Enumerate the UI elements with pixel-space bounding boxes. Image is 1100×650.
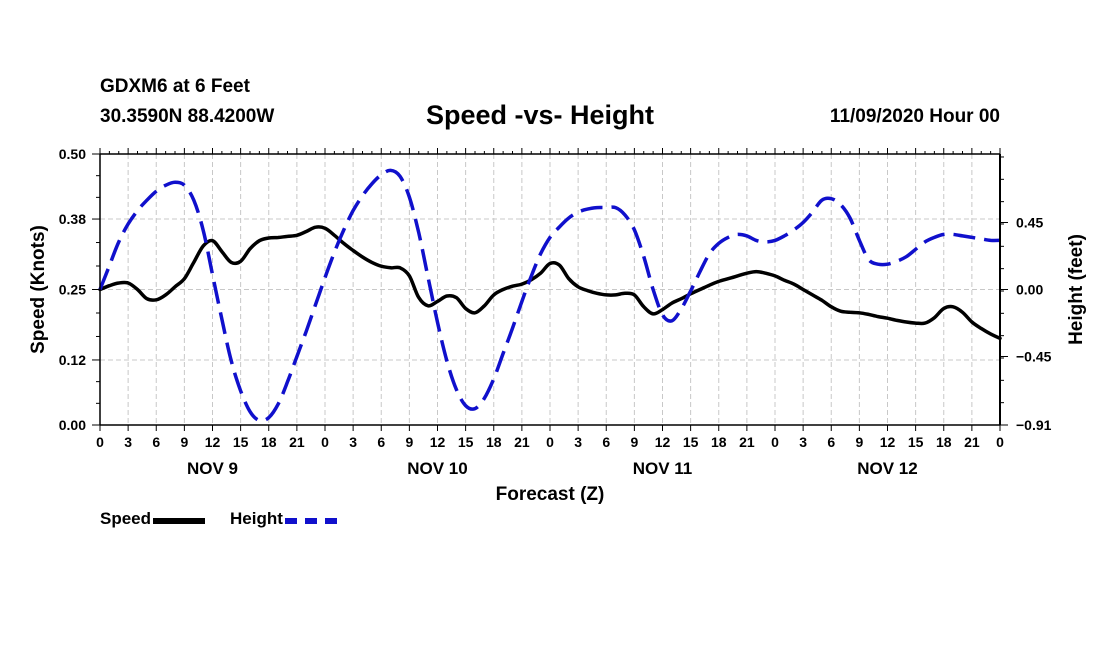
hour-tick-label: 12 (655, 434, 671, 450)
legend-speed-swatch (153, 517, 206, 524)
legend-speed-label: Speed (100, 509, 152, 528)
hour-tick-label: 9 (855, 434, 863, 450)
hour-tick-label: 9 (405, 434, 413, 450)
hour-tick-label: 0 (771, 434, 779, 450)
left-axis-tick-label: 0.12 (59, 352, 86, 368)
left-axis-tick-label: 0.50 (59, 146, 86, 162)
height-series-line (98, 168, 1001, 423)
hour-tick-label: 0 (546, 434, 554, 450)
y-axis-left-title: Speed (Knots) (28, 225, 49, 354)
coordinates-label: 30.3590N 88.4200W (100, 106, 275, 127)
hour-tick-label: 3 (124, 434, 132, 450)
day-label: NOV 12 (857, 459, 917, 478)
hour-tick-label: 21 (514, 434, 530, 450)
legend-height: Height (230, 509, 337, 529)
left-axis-tick-label: 0.25 (59, 282, 86, 298)
hour-tick-label: 0 (321, 434, 329, 450)
right-axis-tick-label: −0.45 (1016, 349, 1052, 365)
hour-tick-label: 0 (996, 434, 1004, 450)
hour-tick-label: 6 (602, 434, 610, 450)
hour-tick-label: 18 (486, 434, 502, 450)
hour-tick-label: 0 (96, 434, 104, 450)
hour-tick-label: 18 (936, 434, 952, 450)
hour-tick-label: 18 (261, 434, 277, 450)
hour-tick-label: 3 (574, 434, 582, 450)
hour-tick-label: 3 (349, 434, 357, 450)
legend-speed: Speed (100, 509, 206, 529)
y-axis-right-title: Height (feet) (1066, 234, 1087, 345)
hour-tick-label: 21 (739, 434, 755, 450)
chart-title: Speed -vs- Height (426, 100, 655, 130)
hour-tick-label: 12 (205, 434, 221, 450)
hour-tick-label: 3 (799, 434, 807, 450)
right-axis-tick-label: 0.00 (1016, 282, 1043, 298)
hour-tick-label: 6 (152, 434, 160, 450)
hour-tick-label: 15 (233, 434, 249, 450)
hour-tick-label: 6 (377, 434, 385, 450)
left-axis-tick-label: 0.38 (59, 211, 86, 227)
forecast-datetime: 11/09/2020 Hour 00 (829, 106, 1000, 127)
station-label: GDXM6 at 6 Feet (100, 76, 250, 97)
legend-height-label: Height (230, 509, 283, 528)
hour-tick-label: 15 (683, 434, 699, 450)
hour-tick-label: 15 (458, 434, 474, 450)
hour-tick-label: 15 (908, 434, 924, 450)
hour-tick-label: 21 (289, 434, 305, 450)
hour-tick-label: 6 (827, 434, 835, 450)
hour-tick-label: 21 (964, 434, 980, 450)
day-label: NOV 9 (187, 459, 238, 478)
legend-height-swatch (284, 517, 337, 524)
hour-tick-label: 9 (630, 434, 638, 450)
day-label: NOV 11 (633, 459, 693, 478)
hour-tick-label: 12 (430, 434, 446, 450)
x-axis-title: Forecast (Z) (496, 484, 605, 505)
day-label: NOV 10 (407, 459, 467, 478)
right-axis-tick-label: −0.91 (1016, 417, 1052, 433)
right-axis-tick-label: 0.45 (1016, 214, 1043, 230)
hour-tick-label: 12 (880, 434, 896, 450)
hour-tick-label: 18 (711, 434, 727, 450)
speed-series-line (98, 225, 1002, 341)
left-axis-tick-label: 0.00 (59, 417, 86, 433)
hour-tick-label: 9 (180, 434, 188, 450)
